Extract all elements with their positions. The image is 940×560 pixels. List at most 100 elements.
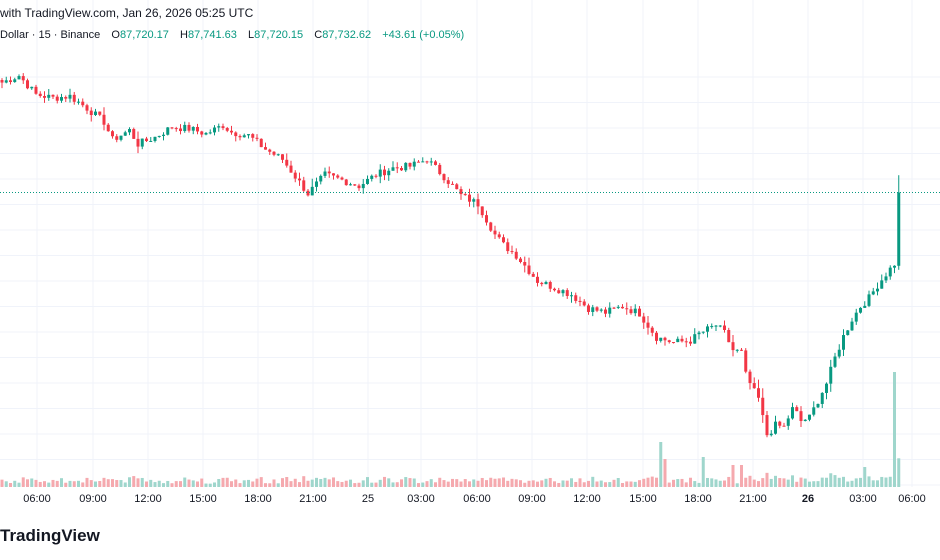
volume-bar [676,479,680,487]
candle-body [591,307,595,312]
volume-bar [140,477,144,487]
candle-body [378,169,382,177]
volume-bar [595,481,599,487]
volume-bar [718,480,722,487]
volume-bar [310,479,314,487]
candle-body [119,135,123,140]
volume-bar [370,482,374,487]
candle-body [72,94,76,102]
volume-bar [268,483,272,487]
candle-body [332,173,335,176]
candle-body [17,76,21,80]
candle-body [268,149,272,152]
volume-bar [387,478,391,487]
volume-bar [395,482,399,487]
volume-bar [791,475,794,487]
volume-bar [842,476,845,487]
volume-bar [89,480,93,487]
volume-bar [608,482,612,487]
candle-body [264,147,267,150]
candle-body [854,312,858,322]
volume-bar [94,481,97,487]
volume-bar [752,479,756,487]
candle-body [327,171,331,174]
candle-body [480,206,484,216]
volume-bar [455,479,459,487]
volume-bar [77,480,80,487]
x-tick-label: 25 [362,493,374,505]
volume-bar [621,482,624,487]
candle-body [757,388,760,398]
candle-body [680,338,684,342]
volume-bar [157,480,161,487]
candle-body [438,164,442,175]
candle-body [306,190,310,196]
volume-bar [523,482,527,487]
volume-bar [570,478,573,487]
candle-body [276,154,280,156]
volume-bar [429,479,433,487]
candle-body [897,192,901,266]
candle-body [765,415,769,436]
volume-bar [276,483,280,487]
candle-body [310,186,314,196]
candle-body [833,356,837,367]
volume-bar [383,476,386,487]
candle-body [81,101,85,106]
volume-bar [714,479,718,487]
volume-bar [421,482,425,487]
volume-bar [323,477,327,487]
candle-body [55,96,59,101]
volume-bar [55,480,59,487]
candle-body [608,307,612,314]
candle-body [540,282,544,285]
candle-body [574,295,578,301]
candle-body [115,136,119,140]
volume-bar [34,479,38,487]
volume-bar [200,478,204,487]
x-tick-label: 15:00 [189,493,217,505]
candle-body [842,335,845,350]
volume-bar [731,465,735,487]
change-value: +43.61 (+0.05%) [382,29,465,41]
volume-bar [106,479,110,487]
candle-body [769,433,773,436]
volume-bar [264,483,267,487]
volume-bar [221,477,225,487]
candle-body [442,174,446,181]
candle-body [429,161,433,163]
candle-body [863,305,867,308]
candle-body [123,132,127,136]
volume-bar [693,481,697,487]
volume-bar [740,465,743,487]
low-value: 87,720.15 [254,29,304,41]
volume-bar [514,479,518,487]
open-label: O [111,29,120,41]
x-tick-label: 06:00 [23,493,51,505]
volume-bar [765,472,769,487]
candle-body [361,183,365,189]
volume-bar [162,483,165,487]
volume-bar [17,482,21,487]
candle-body [230,130,233,133]
candle-body [255,137,259,139]
volume-bar [701,457,705,487]
candle-body [51,94,55,97]
open-value: 87,720.17 [119,29,169,41]
volume-bar [85,477,89,487]
volume-bar [306,480,310,487]
volume-bar [451,478,454,487]
candle-body [795,407,799,412]
candle-body [412,161,416,167]
volume-bar [123,482,127,487]
volume-bar [876,480,879,487]
candle-body [599,309,603,311]
candle-body [485,215,488,223]
candle-body [761,397,765,416]
volume-bar [799,477,803,487]
candle-body [208,132,212,134]
volume-bar [587,480,590,487]
candle-body [225,128,229,131]
candle-body [391,167,395,171]
